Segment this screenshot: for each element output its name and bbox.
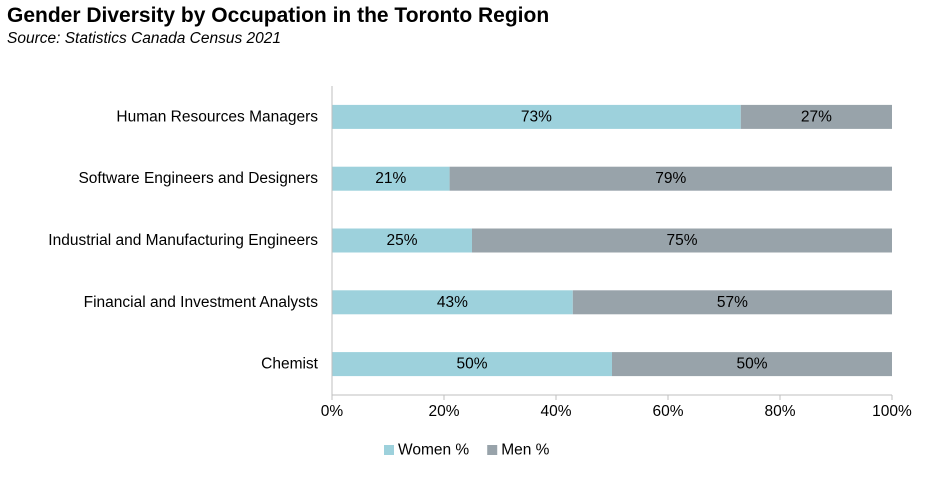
chart-title: Gender Diversity by Occupation in the To… [7, 4, 550, 27]
category-label: Chemist [261, 356, 319, 373]
category-label: Human Resources Managers [116, 108, 318, 125]
bar-segment [612, 352, 892, 377]
data-label: 79% [655, 170, 686, 187]
bar-segment [572, 290, 892, 315]
bar-segment [332, 228, 472, 253]
data-label: 50% [736, 356, 767, 373]
bar-segment [449, 166, 892, 191]
data-label: 43% [437, 294, 468, 311]
data-label: 57% [717, 294, 748, 311]
x-tick-label: 60% [652, 403, 683, 420]
x-tick-label: 100% [872, 403, 912, 420]
data-label: 75% [666, 232, 697, 249]
labels-layer: Human Resources Managers 73% 27% Software E… [48, 108, 832, 372]
bar-segment [472, 228, 892, 253]
bar-segment [740, 104, 892, 129]
data-label: 50% [456, 356, 487, 373]
category-label: Financial and Investment Analysts [84, 294, 319, 311]
category-label: Industrial and Manufacturing Engineers [48, 232, 318, 249]
x-tick-label: 0% [321, 403, 344, 420]
legend-swatch [487, 445, 498, 455]
data-label: 25% [386, 232, 417, 249]
legend-layer: Women % Men % [384, 442, 550, 459]
bars-layer [332, 104, 892, 377]
legend-label: Men % [501, 442, 549, 459]
data-label: 27% [801, 108, 832, 125]
legend-label: Women % [398, 442, 469, 459]
axis-layer: 0% 20% 40% 60% 80% 100% [321, 86, 912, 420]
legend-swatch [384, 445, 394, 455]
bar-segment [332, 352, 612, 377]
category-label: Software Engineers and Designers [78, 170, 318, 187]
x-tick-label: 20% [428, 403, 459, 420]
bar-segment [332, 104, 741, 129]
x-tick-label: 80% [764, 403, 795, 420]
chart-subtitle: Source: Statistics Canada Census 2021 [7, 30, 281, 47]
bar-segment [332, 166, 450, 191]
bar-segment [332, 290, 573, 315]
x-tick-label: 40% [540, 403, 571, 420]
data-label: 73% [521, 108, 552, 125]
data-label: 21% [375, 170, 406, 187]
